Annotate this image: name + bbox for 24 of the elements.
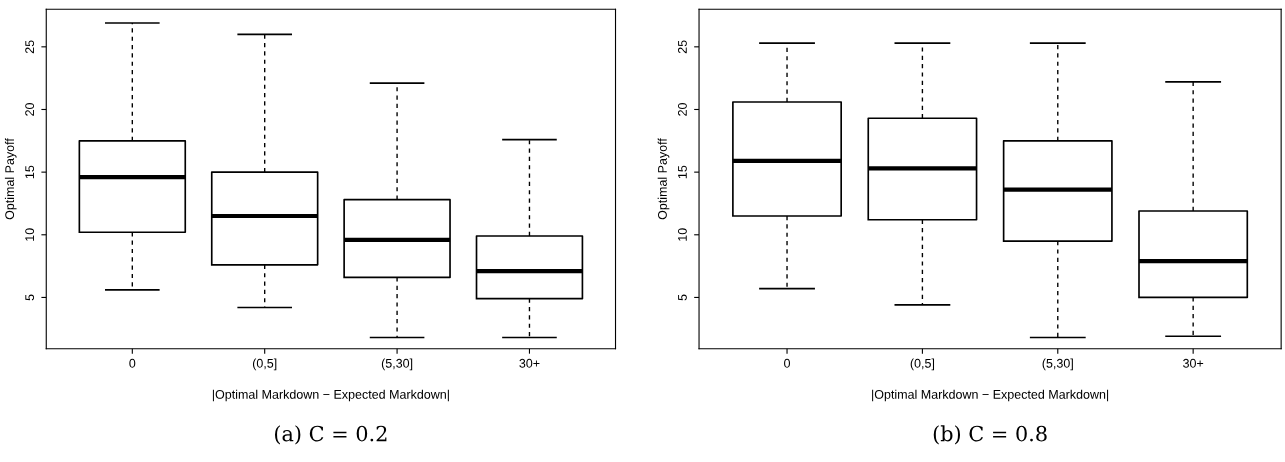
text: (b) C = 0.8 xyxy=(933,425,1047,445)
x-axis-title: |Optimal Markdown − Expected Markdown| xyxy=(872,389,1109,402)
text: (a) C = 0.2 xyxy=(275,425,387,445)
x-axis-title: |Optimal Markdown − Expected Markdown| xyxy=(212,389,449,402)
x-tick-label: (5,30] xyxy=(381,358,413,371)
y-axis-title: Optimal Payoff xyxy=(657,138,670,220)
y-tick-label: 5 xyxy=(25,294,35,301)
x-tick-label: (0,5] xyxy=(910,358,935,371)
y-axis-title: Optimal Payoff xyxy=(4,138,17,220)
y-tick-label: 15 xyxy=(678,165,687,179)
y-tick-label: 10 xyxy=(678,228,687,241)
x-tick-label: 0 xyxy=(129,358,136,368)
y-tick-label: 25 xyxy=(678,40,687,54)
x-tick-label: (5,30] xyxy=(1042,358,1073,371)
y-tick-label: 10 xyxy=(25,228,35,241)
y-tick-label: 25 xyxy=(25,40,35,54)
x-tick-label: 0 xyxy=(784,358,791,368)
x-tick-label: (0,5] xyxy=(252,358,277,371)
y-tick-label: 15 xyxy=(25,165,35,179)
y-tick-label: 5 xyxy=(678,294,687,301)
x-tick-label: 30+ xyxy=(519,358,540,368)
y-tick-label: 20 xyxy=(25,103,35,116)
y-tick-label: 20 xyxy=(678,103,687,116)
x-tick-label: 30+ xyxy=(1183,358,1204,368)
